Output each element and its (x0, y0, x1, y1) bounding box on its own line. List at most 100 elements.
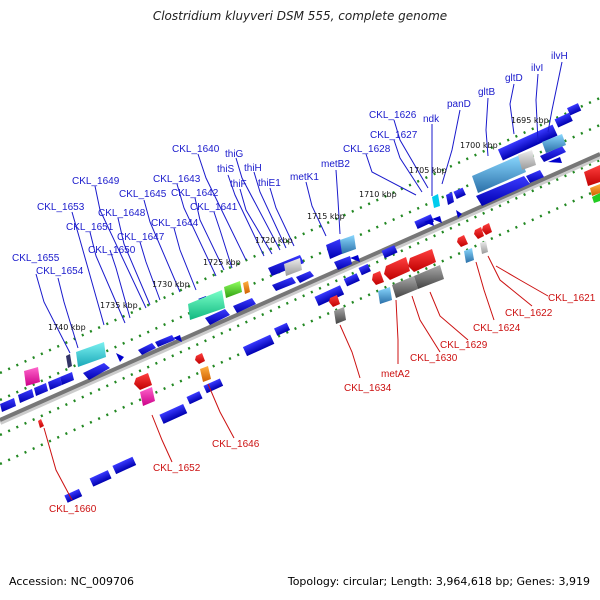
gene-arrow-red[interactable] (372, 271, 384, 285)
gene-label[interactable]: CKL_1626 (369, 110, 417, 121)
gene-label[interactable]: CKL_1644 (151, 218, 199, 229)
gene-arrow[interactable] (18, 389, 34, 403)
gene-label[interactable]: panD (447, 99, 471, 110)
gene-arrow[interactable] (526, 170, 544, 183)
gene-arrow[interactable] (155, 335, 175, 347)
gene-lime[interactable] (224, 281, 242, 298)
gene-label[interactable]: gltD (505, 73, 523, 84)
gene-arrow[interactable] (48, 377, 62, 390)
gene-label[interactable]: CKL_1645 (119, 189, 167, 200)
gene-label[interactable]: CKL_1652 (153, 463, 201, 474)
gene-label[interactable]: metB2 (321, 159, 350, 170)
gene-label[interactable]: ilvI (531, 63, 543, 74)
gene-label[interactable]: CKL_1630 (410, 353, 458, 364)
gene-label[interactable]: thiS (217, 164, 235, 175)
gene-label[interactable]: thiH (244, 163, 262, 174)
gene-teal-small-rev[interactable] (464, 248, 474, 263)
gene-gray-small[interactable] (284, 258, 302, 276)
gene-label[interactable]: ilvH (551, 51, 568, 62)
gene-arrow[interactable] (424, 219, 434, 226)
gene-bar[interactable] (381, 245, 398, 259)
gene-arrow[interactable] (540, 146, 566, 162)
gene-arrow-red[interactable] (195, 353, 205, 364)
gene-label[interactable]: CKL_1647 (117, 232, 165, 243)
gene-bar[interactable] (497, 124, 558, 161)
gene-arrow[interactable] (233, 298, 256, 313)
gene-bar[interactable] (203, 378, 224, 394)
gene-label[interactable]: thiF (230, 179, 247, 190)
gene-label[interactable]: CKL_1640 (172, 144, 220, 155)
gene-red-edge[interactable] (584, 165, 600, 186)
gene-label[interactable]: CKL_1621 (548, 293, 596, 304)
gene-label[interactable]: CKL_1651 (66, 222, 114, 233)
gene-label[interactable]: CKL_1628 (343, 144, 391, 155)
gene-arrow-red[interactable] (134, 373, 152, 390)
gene-arrow[interactable] (173, 335, 182, 342)
gene-label[interactable]: CKL_1654 (36, 266, 84, 277)
gene-arrow[interactable] (548, 157, 562, 163)
gene-arrow[interactable] (205, 309, 230, 325)
gene-gray[interactable] (392, 276, 418, 298)
gene-bar[interactable] (554, 112, 573, 128)
gene-label[interactable]: CKL_1622 (505, 308, 553, 319)
gene-arrow[interactable] (116, 353, 124, 362)
gene-arrow-red[interactable] (457, 235, 468, 247)
gene-lightgray[interactable] (518, 150, 536, 170)
gene-label[interactable]: gltB (478, 87, 496, 98)
gene-label[interactable]: thiE1 (258, 178, 281, 189)
gene-gray[interactable] (334, 307, 346, 324)
gene-arrow-red[interactable] (474, 227, 484, 239)
gene-label[interactable]: metA2 (381, 369, 410, 380)
gene-bar[interactable] (566, 103, 582, 116)
gene-dark-small[interactable] (66, 354, 72, 368)
gene-arrow[interactable] (326, 239, 344, 259)
gene-bar[interactable] (242, 334, 275, 357)
gene-bar[interactable] (314, 285, 345, 306)
gene-label[interactable]: CKL_1660 (49, 504, 97, 515)
gene-teal-small[interactable] (340, 235, 356, 254)
gene-bar[interactable] (112, 456, 137, 475)
gene-magenta-rev[interactable] (140, 387, 155, 406)
gene-label[interactable]: CKL_1655 (12, 253, 60, 264)
gene-teal-2[interactable] (542, 134, 566, 153)
gene-label[interactable]: CKL_1650 (88, 245, 136, 256)
gene-gray-small[interactable] (480, 241, 488, 254)
gene-label[interactable]: metK1 (290, 172, 319, 183)
gene-bar[interactable] (159, 403, 188, 424)
gene-cyan[interactable] (76, 342, 106, 367)
gene-label[interactable]: CKL_1642 (171, 188, 219, 199)
gene-arrow[interactable] (34, 383, 48, 396)
gene-arrow[interactable] (0, 398, 16, 412)
gene-label[interactable]: CKL_1627 (370, 130, 418, 141)
gene-bar[interactable] (64, 488, 83, 503)
gene-label[interactable]: CKL_1643 (153, 174, 201, 185)
gene-bar[interactable] (358, 263, 371, 276)
gene-arrow[interactable] (296, 271, 314, 283)
gene-arrow[interactable] (334, 256, 352, 270)
gene-arrow[interactable] (83, 363, 110, 380)
gene-label[interactable]: CKL_1649 (72, 176, 120, 187)
gene-arrow-red[interactable] (329, 295, 340, 307)
gene-arrow-red[interactable] (384, 257, 410, 280)
gene-green[interactable] (188, 290, 225, 320)
gene-arrow[interactable] (446, 192, 454, 205)
gene-bar[interactable] (453, 187, 466, 200)
gene-bar[interactable] (89, 470, 112, 487)
gene-label[interactable]: CKL_1646 (212, 439, 260, 450)
gene-teal-rev[interactable] (378, 287, 392, 304)
gene-arrow[interactable] (456, 210, 462, 218)
gene-arrow-red[interactable] (38, 419, 44, 428)
gene-arrow[interactable] (432, 216, 442, 223)
gene-orange-edge[interactable] (590, 184, 600, 196)
gene-bar[interactable] (186, 391, 203, 405)
gene-arrow[interactable] (272, 277, 296, 291)
gene-cyan-small[interactable] (432, 194, 440, 208)
gene-label[interactable]: thiG (225, 149, 244, 160)
gene-label[interactable]: CKL_1634 (344, 383, 392, 394)
gene-arrow[interactable] (476, 176, 530, 206)
gene-gray[interactable] (414, 265, 444, 289)
gene-bar[interactable] (343, 273, 360, 287)
gene-arrow[interactable] (60, 372, 74, 385)
gene-label[interactable]: CKL_1641 (190, 202, 238, 213)
gene-arrow[interactable] (138, 343, 156, 355)
